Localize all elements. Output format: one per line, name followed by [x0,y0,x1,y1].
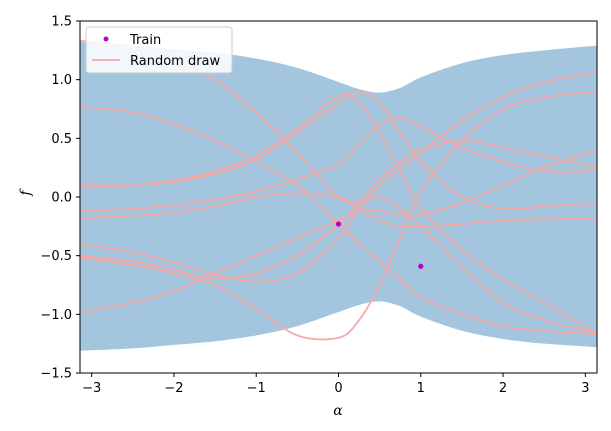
random-draw-line-5 [80,117,597,212]
random-draw-line-7 [80,139,597,281]
x-axis-ticks: −3 −2 −1 0 1 2 3 [82,373,589,396]
legend-train-label: Train [129,33,161,48]
x-tick-label: 0 [334,381,342,396]
legend-draw-label: Random draw [130,54,221,69]
random-draw-line-9 [80,90,597,341]
random-draw-line-4 [80,90,597,211]
random-draw-line-3 [80,93,597,336]
y-axis-label: f [18,188,34,197]
y-tick-label: 1.5 [51,15,72,30]
train-points [335,221,424,269]
y-tick-label: −1.0 [40,308,72,323]
random-draw-line-2 [80,105,597,336]
random-draw-lines [80,40,597,341]
x-tick-label: −3 [82,381,101,396]
x-tick-label: −2 [164,381,183,396]
x-tick-label: 3 [581,381,589,396]
legend-train-marker [103,36,109,42]
x-tick-label: 2 [499,381,507,396]
y-tick-label: 1.0 [51,73,72,88]
y-axis-ticks: −1.5 −1.0 −0.5 0.0 0.5 1.0 1.5 [40,15,80,382]
legend: Train Random draw [85,26,233,74]
x-axis-label: α [333,403,343,419]
train-point-2 [418,263,424,269]
x-tick-label: 1 [417,381,425,396]
random-draw-line-10 [80,149,597,313]
y-tick-label: −1.5 [40,367,72,382]
y-tick-label: −0.5 [40,249,72,264]
legend-box [85,26,233,74]
train-point-1 [335,221,342,227]
random-draw-line-8 [80,71,597,283]
y-tick-label: 0.5 [51,132,72,147]
y-tick-label: 0.0 [51,191,72,206]
x-tick-label: −1 [247,381,266,396]
